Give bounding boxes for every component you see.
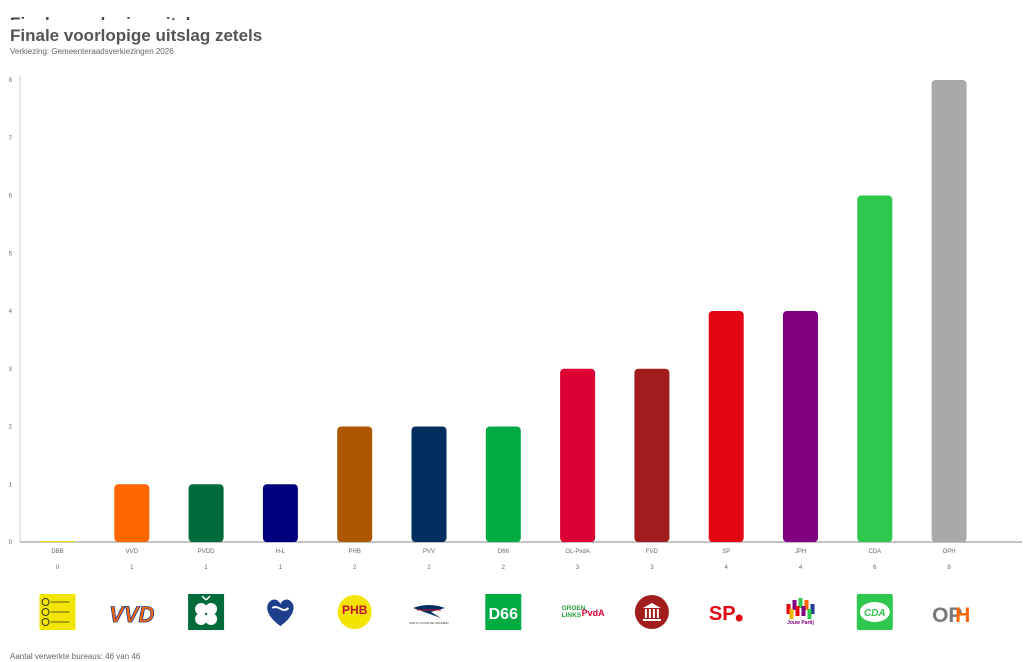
y-tick-label: 8 — [9, 78, 13, 84]
pvdd-logo — [188, 594, 225, 630]
value-label: 3 — [576, 565, 580, 571]
category-label: JPH — [795, 549, 806, 555]
svg-text:PARTIJ VOOR DE VRIJHEID: PARTIJ VOOR DE VRIJHEID — [409, 621, 449, 625]
pvv-logo: PARTIJ VOOR DE VRIJHEID — [409, 605, 449, 625]
category-label: DBB — [51, 549, 63, 555]
category-label: SP — [722, 549, 730, 555]
dbb-logo — [39, 594, 76, 630]
bar-gl-pvda — [560, 368, 596, 542]
svg-text:OP: OP — [932, 604, 962, 627]
category-label: VVD — [126, 549, 139, 555]
hl-logo — [267, 599, 294, 626]
value-label: 4 — [725, 565, 729, 571]
bar-sp — [708, 311, 744, 542]
svg-text:PHB: PHB — [342, 603, 368, 617]
value-label: 4 — [799, 565, 803, 571]
value-label: 1 — [204, 565, 208, 571]
value-label: 0 — [56, 565, 60, 571]
svg-text:VVD: VVD — [109, 602, 154, 627]
jph-logo: Jouw Partij — [786, 598, 815, 626]
page-title-ghost: Finale voorlopige uitslag — [10, 14, 211, 33]
fvd-logo — [634, 595, 669, 629]
category-label: CDA — [868, 549, 881, 555]
svg-text:D66: D66 — [489, 606, 518, 623]
category-label: H-L — [276, 549, 286, 555]
category-label: D66 — [498, 549, 510, 555]
y-tick-label: 4 — [9, 309, 13, 315]
category-label: OPH — [943, 549, 956, 555]
svg-text:LINKS: LINKS — [562, 612, 582, 619]
bar-phb — [337, 426, 373, 542]
bar-fvd — [634, 368, 670, 542]
bar-oph — [931, 80, 967, 542]
y-tick-label: 3 — [9, 367, 13, 373]
svg-text:PvdA: PvdA — [582, 608, 606, 618]
sp-logo: SP — [709, 603, 743, 625]
page-title: Finale voorlopige uitslag zetels — [10, 26, 263, 45]
bar-h-l — [262, 484, 298, 542]
y-tick-label: 7 — [9, 136, 13, 142]
value-label: 2 — [502, 565, 506, 571]
value-label: 3 — [650, 565, 654, 571]
footer-status: Aantal verwerkte bureaus: 46 van 46 — [10, 652, 141, 661]
d66-logo: D66 — [485, 594, 522, 630]
oph-logo: OPH — [932, 604, 970, 627]
phb-logo: PHB — [337, 595, 372, 629]
value-label: 2 — [353, 565, 357, 571]
bar-d66 — [485, 426, 521, 542]
svg-text:H: H — [955, 604, 970, 627]
svg-text:SP: SP — [709, 603, 736, 625]
value-label: 1 — [279, 565, 283, 571]
bar-pvdd — [188, 484, 224, 542]
category-label: PVDD — [198, 549, 215, 555]
category-label: FVD — [646, 549, 659, 555]
y-tick-label: 6 — [9, 194, 13, 200]
cda-logo: CDA — [856, 594, 893, 630]
svg-text:GROEN: GROEN — [562, 605, 586, 612]
category-label: PVV — [423, 549, 435, 555]
y-tick-label: 0 — [9, 540, 13, 546]
value-label: 2 — [427, 565, 431, 571]
bar-jph — [783, 311, 818, 542]
bar-vvd — [114, 484, 150, 542]
bar-pvv — [411, 426, 447, 542]
bar-cda — [857, 195, 893, 542]
value-label: 6 — [873, 565, 877, 571]
category-label: PHB — [349, 549, 361, 555]
page-subtitle: Verkiezing: Gemeenteraadsverkiezingen 20… — [10, 47, 174, 56]
category-label: GL-PvdA — [565, 549, 589, 555]
y-tick-label: 5 — [9, 251, 13, 257]
svg-text:CDA: CDA — [864, 608, 886, 619]
svg-text:Jouw Partij: Jouw Partij — [787, 620, 814, 626]
value-label: 1 — [130, 565, 134, 571]
seat-chart: 0 1 2 3 4 5 6 7 8 DBB 0 VVD 1 VVD PVDD 1 H-L 1 PHB 2 PHB PVV 2… — [9, 76, 1022, 630]
y-tick-label: 2 — [9, 425, 13, 431]
vvd-logo: VVD — [109, 602, 155, 628]
y-tick-label: 1 — [9, 482, 13, 488]
value-label: 8 — [947, 565, 951, 571]
